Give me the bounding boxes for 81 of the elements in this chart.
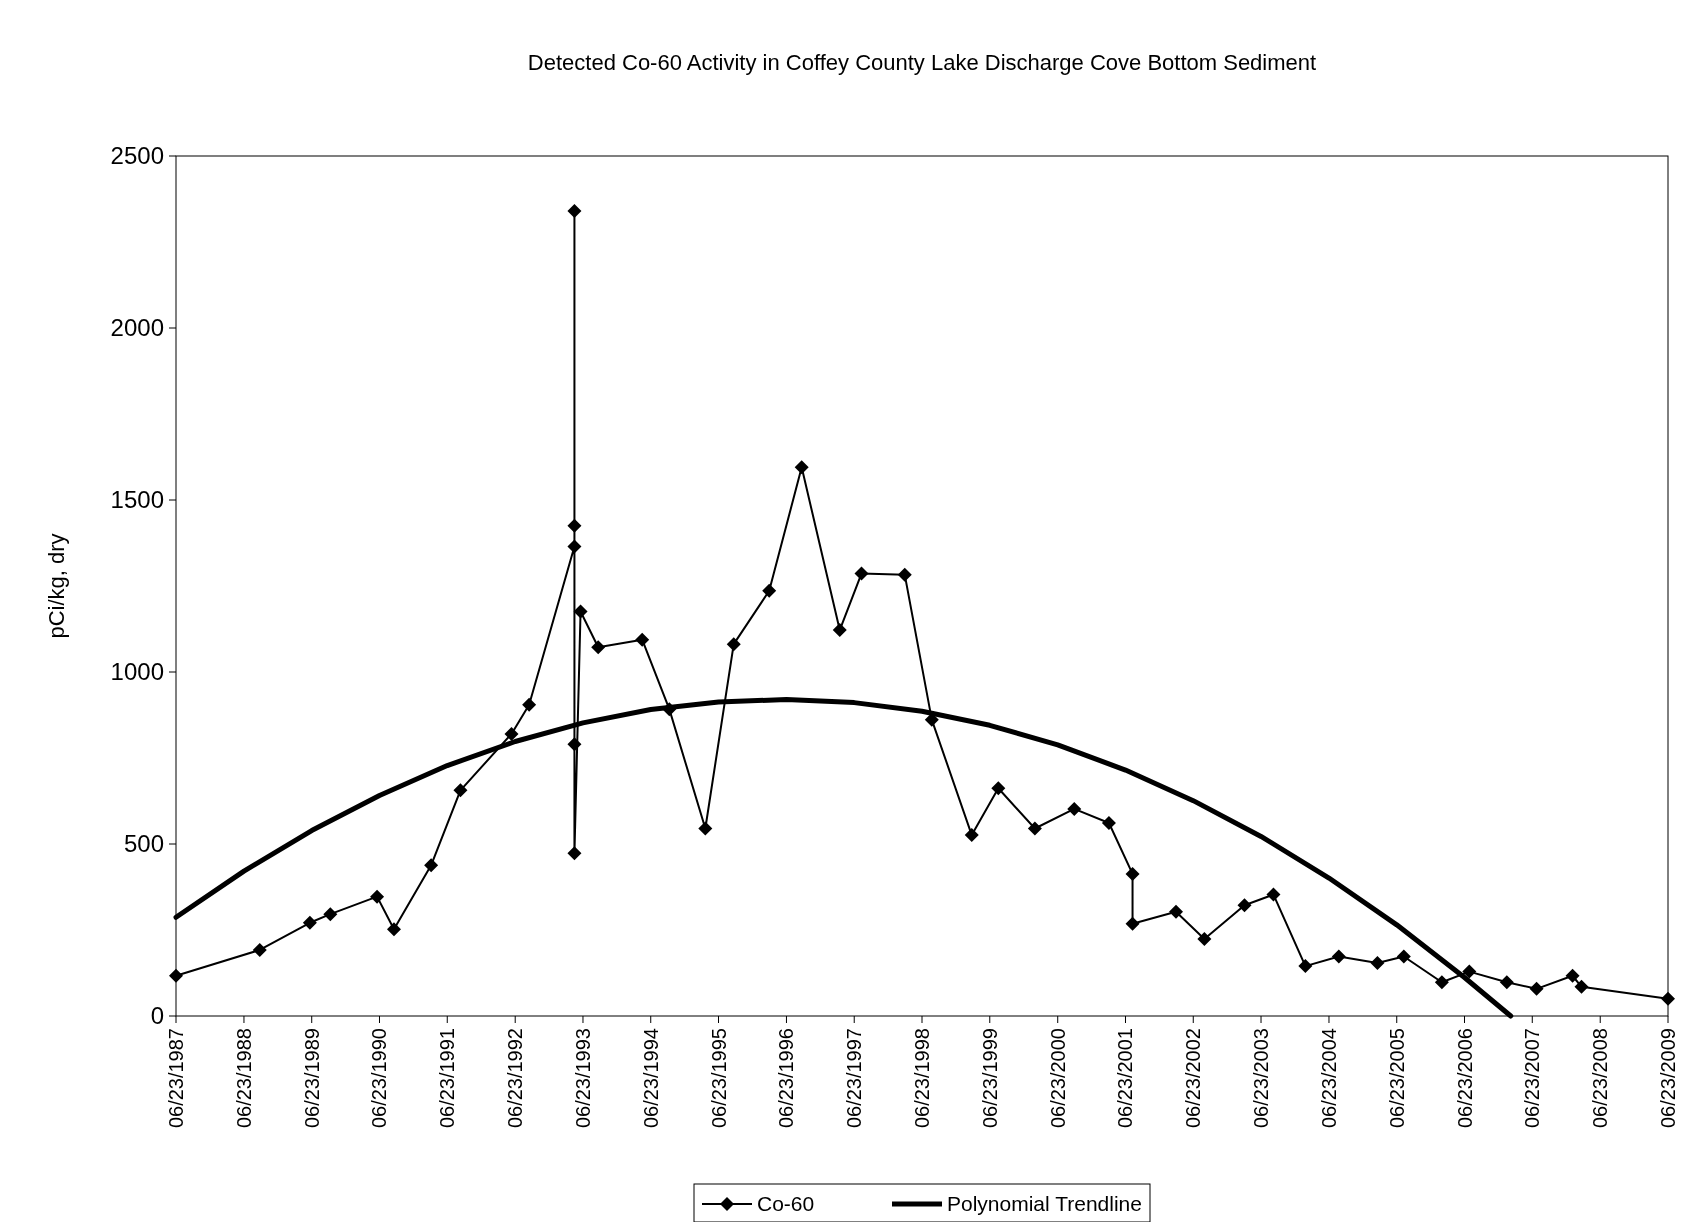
point <box>726 637 741 652</box>
point <box>1266 887 1281 902</box>
legend-label: Polynomial Trendline <box>947 1192 1142 1216</box>
point <box>1197 931 1212 946</box>
point <box>1027 821 1042 836</box>
point <box>1331 949 1346 964</box>
x-tick-label: 06/23/1994 <box>639 1028 662 1129</box>
point <box>832 623 847 638</box>
point <box>1565 968 1580 983</box>
x-tick-label: 06/23/2005 <box>1385 1028 1408 1129</box>
point <box>323 907 338 922</box>
x-tick-label: 06/23/2008 <box>1589 1028 1612 1129</box>
point <box>504 726 519 741</box>
point <box>386 922 401 937</box>
point <box>453 783 468 798</box>
y-axis-title: pCi/kg, dry <box>44 533 69 639</box>
x-tick-label: 06/23/2003 <box>1250 1028 1273 1129</box>
point <box>567 846 582 861</box>
point <box>573 604 588 619</box>
point <box>635 632 650 647</box>
point <box>794 460 809 475</box>
chart-title: Detected Co-60 Activity in Coffey County Lake Discharge Cove Bottom Sediment <box>527 50 1317 75</box>
x-tick-label: 06/23/2009 <box>1657 1028 1679 1129</box>
point <box>567 518 582 533</box>
point <box>662 702 677 717</box>
point <box>964 828 979 843</box>
legend-label: Co-60 <box>757 1192 815 1216</box>
x-tick-label: 06/23/1995 <box>707 1028 730 1129</box>
point <box>1434 975 1449 990</box>
point <box>991 781 1006 796</box>
x-tick-label: 06/23/2007 <box>1521 1028 1544 1129</box>
x-tick-label: 06/23/2006 <box>1453 1028 1476 1129</box>
x-tick-label: 06/23/1989 <box>300 1028 323 1129</box>
point <box>567 204 582 219</box>
x-tick-label: 06/23/1987 <box>165 1028 187 1129</box>
x-tick-label: 06/23/1997 <box>843 1028 866 1129</box>
point <box>169 968 183 983</box>
point <box>567 539 582 554</box>
x-tick-label: 06/23/2000 <box>1046 1028 1069 1129</box>
point <box>854 566 869 581</box>
point <box>1101 816 1116 831</box>
point <box>897 567 912 582</box>
point <box>252 942 267 957</box>
x-tick-label: 06/23/2001 <box>1114 1028 1137 1129</box>
point <box>424 858 439 873</box>
point <box>1125 866 1140 881</box>
point <box>1462 964 1477 979</box>
point <box>1168 904 1183 919</box>
y-tick-label: 500 <box>123 830 164 858</box>
point <box>1237 898 1252 913</box>
point <box>1499 975 1514 990</box>
y-tick-label: 2000 <box>110 314 164 342</box>
point <box>1067 801 1082 816</box>
x-tick-label: 06/23/1990 <box>368 1028 391 1129</box>
point <box>370 889 385 904</box>
x-tick-label: 06/23/1999 <box>978 1028 1001 1129</box>
point <box>1396 949 1411 964</box>
point <box>698 821 713 836</box>
y-tick-label: 2500 <box>110 142 164 170</box>
x-tick-label: 06/23/2002 <box>1182 1028 1205 1129</box>
x-tick-label: 06/23/1993 <box>571 1028 594 1129</box>
point <box>567 737 582 752</box>
x-tick-label: 06/23/1996 <box>775 1028 798 1129</box>
point <box>1661 991 1675 1006</box>
y-tick-label: 0 <box>150 1002 164 1030</box>
x-tick-label: 06/23/1991 <box>436 1028 459 1129</box>
x-tick-label: 06/23/1998 <box>911 1028 933 1129</box>
point <box>522 697 537 712</box>
point <box>591 640 606 655</box>
x-tick-label: 06/23/1992 <box>504 1028 527 1129</box>
point <box>1298 959 1313 974</box>
point <box>1574 979 1589 994</box>
y-tick-label: 1000 <box>110 658 164 686</box>
point <box>1529 981 1544 996</box>
point <box>1125 916 1140 931</box>
x-tick-label: 06/23/2004 <box>1317 1028 1340 1129</box>
point <box>1370 956 1385 971</box>
x-tick-label: 06/23/1988 <box>232 1028 255 1129</box>
point <box>302 915 317 930</box>
y-tick-label: 1500 <box>110 486 164 514</box>
point <box>762 583 777 598</box>
